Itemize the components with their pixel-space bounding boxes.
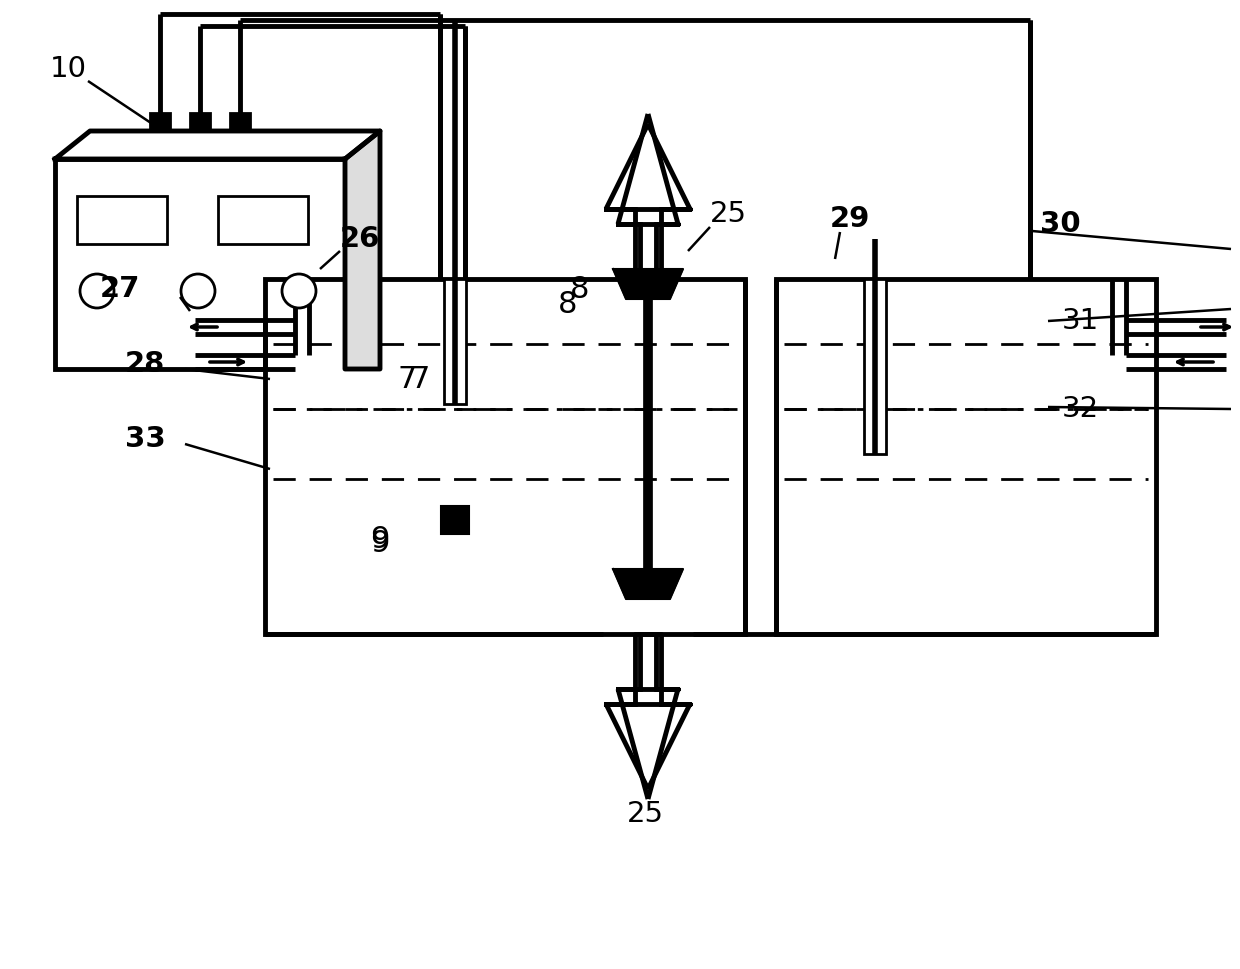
Bar [77,196,167,244]
Bar [441,506,469,534]
Polygon shape [606,209,689,279]
Bar [265,279,745,634]
Text: 33: 33 [125,425,165,453]
Text: 9: 9 [371,524,389,553]
Bar [218,196,308,244]
Bar [150,113,170,131]
Text: 28: 28 [125,350,165,378]
Circle shape [281,274,316,308]
Text: 8: 8 [558,290,578,319]
Text: 10: 10 [50,55,87,83]
Text: 8: 8 [570,274,590,303]
Polygon shape [606,634,689,704]
Text: 7: 7 [397,364,417,393]
Polygon shape [613,569,683,599]
Bar [444,279,466,404]
Text: 26: 26 [340,225,381,253]
Bar [864,279,887,454]
Text: 30: 30 [1039,210,1080,238]
Polygon shape [613,269,683,299]
Text: 27: 27 [99,275,140,303]
Text: 7: 7 [410,364,430,393]
Bar [55,159,345,369]
Text: 29: 29 [830,205,870,233]
Polygon shape [345,131,379,369]
Text: 25: 25 [709,200,746,228]
Text: 31: 31 [1061,307,1099,335]
Circle shape [81,274,114,308]
Text: 32: 32 [1061,395,1099,423]
Polygon shape [618,224,678,279]
Text: 25: 25 [626,800,663,828]
Polygon shape [618,634,678,689]
Polygon shape [55,131,379,159]
Bar [776,279,1156,634]
Bar [229,113,250,131]
Circle shape [181,274,215,308]
Text: 9: 9 [371,529,389,558]
Bar [190,113,210,131]
